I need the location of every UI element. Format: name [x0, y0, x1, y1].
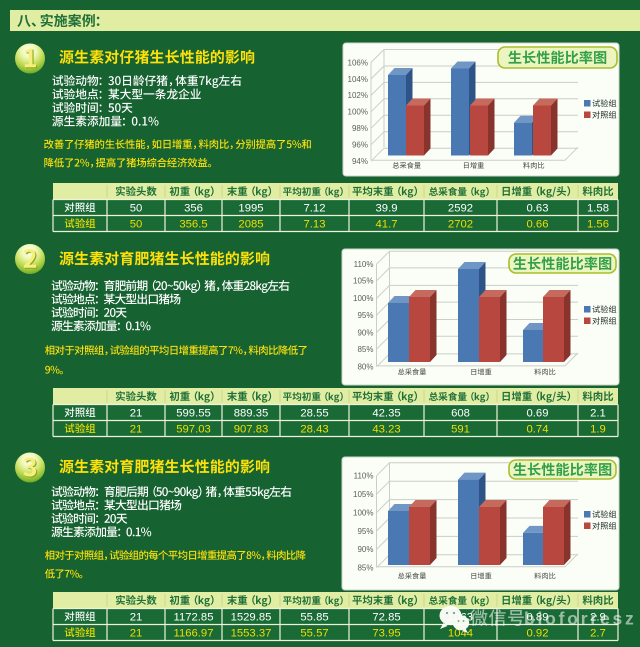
svg-text:0.69: 0.69 [527, 408, 549, 420]
svg-text:28.43: 28.43 [300, 424, 328, 436]
svg-text:102%: 102% [348, 91, 368, 100]
svg-text:43.23: 43.23 [372, 424, 400, 436]
svg-text:1553.37: 1553.37 [231, 628, 272, 640]
svg-text:356: 356 [184, 203, 203, 215]
svg-text:1529.85: 1529.85 [231, 612, 272, 624]
svg-text:100%: 100% [348, 108, 368, 117]
svg-text:110%: 110% [354, 260, 374, 269]
svg-text:73.95: 73.95 [372, 628, 400, 640]
svg-text:0.74: 0.74 [527, 424, 549, 436]
svg-text:608: 608 [451, 408, 470, 420]
svg-text:1166.97: 1166.97 [174, 628, 214, 640]
svg-text:95%: 95% [357, 311, 373, 320]
svg-text:2085: 2085 [238, 219, 263, 231]
svg-text:98%: 98% [352, 124, 368, 133]
svg-text:100%: 100% [353, 508, 373, 517]
svg-text:55.57: 55.57 [300, 628, 328, 640]
svg-text:2592: 2592 [448, 203, 473, 215]
svg-text:110%: 110% [354, 472, 374, 481]
svg-text:55.85: 55.85 [300, 612, 328, 624]
svg-text:bioforresz: bioforresz [524, 609, 637, 629]
svg-text:28.55: 28.55 [300, 408, 328, 420]
svg-text:2.7: 2.7 [590, 628, 606, 640]
svg-text:1.9: 1.9 [590, 424, 606, 436]
svg-text:85%: 85% [357, 564, 373, 573]
svg-text:1995: 1995 [238, 203, 263, 215]
svg-text:0.92: 0.92 [527, 628, 549, 640]
svg-text:21: 21 [130, 628, 143, 640]
svg-text:889.35: 889.35 [234, 408, 269, 420]
svg-text:50: 50 [130, 203, 143, 215]
svg-text:21: 21 [130, 424, 143, 436]
svg-text:0.66: 0.66 [527, 219, 549, 231]
svg-text:95%: 95% [357, 527, 373, 536]
svg-text:591: 591 [451, 424, 470, 436]
svg-text:0.89: 0.89 [527, 612, 549, 624]
svg-text:90%: 90% [357, 328, 373, 337]
svg-text:21: 21 [130, 612, 143, 624]
svg-text:106%: 106% [348, 58, 368, 67]
svg-text:104%: 104% [348, 75, 368, 84]
svg-text:50: 50 [130, 219, 143, 231]
svg-text:21: 21 [130, 408, 143, 420]
svg-text:907.83: 907.83 [234, 424, 269, 436]
svg-text:42.35: 42.35 [372, 408, 400, 420]
svg-text:80%: 80% [357, 363, 373, 372]
svg-text:2.1: 2.1 [590, 408, 606, 420]
svg-text:0.63: 0.63 [527, 203, 549, 215]
svg-text:1.58: 1.58 [587, 203, 609, 215]
svg-text:599.55: 599.55 [176, 408, 211, 420]
svg-text:90%: 90% [357, 545, 373, 554]
svg-text:105%: 105% [353, 490, 373, 499]
svg-text:96%: 96% [352, 141, 368, 150]
svg-text:39.9: 39.9 [376, 203, 398, 215]
svg-text:100%: 100% [353, 294, 373, 303]
svg-text:7.13: 7.13 [304, 219, 326, 231]
svg-text:72.85: 72.85 [372, 612, 400, 624]
svg-text:1.56: 1.56 [587, 219, 609, 231]
svg-text:2.9: 2.9 [590, 612, 606, 624]
svg-text:1044: 1044 [448, 628, 473, 640]
svg-text:85%: 85% [357, 345, 373, 354]
svg-text:356.5: 356.5 [179, 219, 207, 231]
svg-text:7.12: 7.12 [304, 203, 326, 215]
svg-text:597.03: 597.03 [176, 424, 211, 436]
svg-text:1172.85: 1172.85 [174, 612, 214, 624]
svg-text:105%: 105% [353, 277, 373, 286]
svg-text:41.7: 41.7 [376, 219, 398, 231]
svg-text:94%: 94% [352, 157, 368, 166]
svg-text:2702: 2702 [448, 219, 473, 231]
